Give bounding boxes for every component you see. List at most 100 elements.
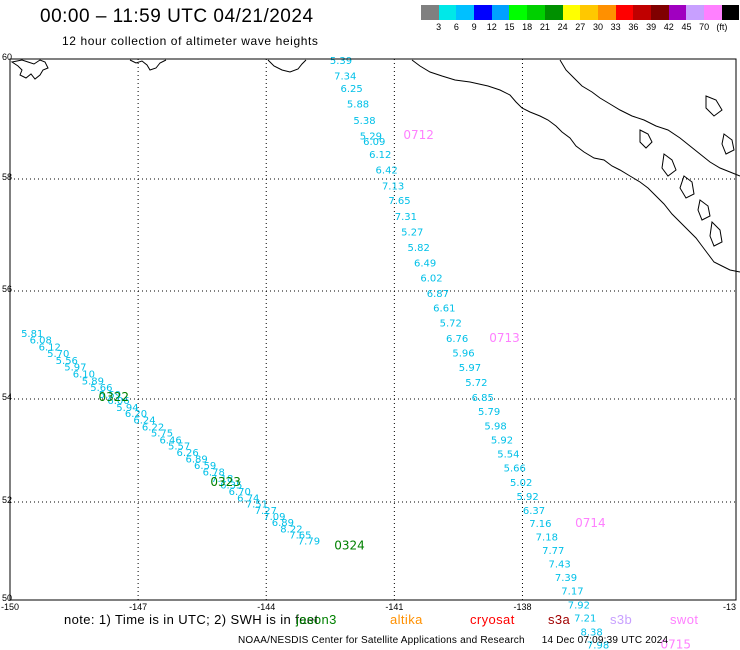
satellite-key-s3a: s3a bbox=[548, 612, 571, 627]
wave-height-legend: 3 6 9 12 15 18 21 24 27 30 33 36 39 42 45 70 (ft) bbox=[421, 5, 740, 34]
wave-height-value: 5.70 bbox=[47, 349, 69, 360]
wave-height-value: 6.74 bbox=[237, 493, 259, 504]
legend-swatch bbox=[686, 5, 704, 20]
legend-swatch bbox=[544, 5, 563, 20]
satellite-key-s3b: s3b bbox=[610, 612, 633, 627]
lat-label: 60 bbox=[2, 52, 12, 62]
lon-label: -147 bbox=[129, 602, 147, 612]
wave-height-value: 6.76 bbox=[446, 334, 468, 345]
lat-label: 56 bbox=[2, 284, 12, 294]
wave-height-value: 6.89 bbox=[185, 454, 207, 465]
coastline bbox=[10, 59, 740, 273]
legend-label: 36 bbox=[628, 22, 639, 32]
island-2 bbox=[661, 153, 677, 177]
wave-height-value: 6.06 bbox=[107, 396, 129, 407]
wave-height-value: 7.79 bbox=[298, 537, 320, 548]
wave-height-value: 5.81 bbox=[21, 329, 43, 340]
wave-height-value: 5.27 bbox=[401, 228, 423, 239]
legend-swatch bbox=[509, 5, 528, 20]
legend-swatch bbox=[704, 5, 722, 20]
legend-swatch bbox=[615, 5, 634, 20]
time-label: 0324 bbox=[334, 539, 365, 553]
wave-height-value: 7.16 bbox=[529, 519, 551, 530]
wave-height-value: 5.72 bbox=[465, 378, 487, 389]
legend-label: 15 bbox=[504, 22, 515, 32]
wave-height-value: 6.24 bbox=[133, 416, 155, 427]
legend-swatch bbox=[438, 5, 457, 20]
legend-label: 3 bbox=[436, 22, 442, 32]
island-5 bbox=[709, 220, 723, 247]
legend-swatch bbox=[456, 5, 475, 20]
wave-height-value: 7.13 bbox=[382, 182, 404, 193]
legend-swatch bbox=[562, 5, 581, 20]
wave-height-value: 7.39 bbox=[555, 573, 577, 584]
lat-label: 50 bbox=[2, 593, 12, 603]
time-label: 0714 bbox=[575, 516, 606, 530]
wave-height-value: 6.70 bbox=[229, 487, 251, 498]
latitude-labels: 60 58 56 54 52 50 bbox=[2, 52, 12, 603]
satellite-key-altika: altika bbox=[390, 612, 423, 627]
wave-height-value: 5.79 bbox=[478, 407, 500, 418]
wave-height-value: 6.25 bbox=[341, 84, 363, 95]
legend-label: 24 bbox=[557, 22, 568, 32]
wave-height-value: 6.26 bbox=[177, 448, 199, 459]
kenai-coast-fragment bbox=[129, 59, 167, 71]
legend-swatch bbox=[527, 5, 545, 20]
legend-swatch bbox=[491, 5, 510, 20]
longitude-labels: -150 -147 -144 -141 -138 -13 bbox=[1, 602, 736, 612]
wave-height-value: 5.02 bbox=[510, 478, 532, 489]
wave-height-value: 5.89 bbox=[82, 376, 104, 387]
wave-height-value: 7.43 bbox=[548, 560, 570, 571]
wave-height-value: 5.97 bbox=[459, 363, 481, 374]
legend-swatch bbox=[633, 5, 651, 20]
wave-height-value: 5.92 bbox=[491, 435, 513, 446]
wave-height-value: 7.31 bbox=[395, 212, 417, 223]
time-labels: 0322 0323 0324 0712 0713 0714 0715 bbox=[99, 128, 692, 650]
wave-height-value: 5.88 bbox=[347, 100, 369, 111]
island-6 bbox=[705, 95, 723, 117]
wave-height-value: 6.42 bbox=[376, 166, 398, 177]
track-points: 5.816.086.125.705.565.976.105.895.665.59… bbox=[21, 56, 609, 650]
lat-label: 58 bbox=[2, 172, 12, 182]
lon-label: -150 bbox=[1, 602, 19, 612]
time-label: 0713 bbox=[489, 331, 520, 345]
wave-height-value: 6.78 bbox=[203, 468, 225, 479]
legend-label: 27 bbox=[575, 22, 586, 32]
lon-label: -138 bbox=[513, 602, 531, 612]
wave-height-value: 6.20 bbox=[125, 409, 147, 420]
legend-label: 39 bbox=[646, 22, 657, 32]
wave-height-value: 5.66 bbox=[504, 464, 526, 475]
wave-height-value: 7.34 bbox=[334, 71, 356, 82]
wave-height-value: 5.72 bbox=[440, 319, 462, 330]
wave-height-value: 6.02 bbox=[420, 273, 442, 284]
island-4 bbox=[697, 199, 711, 221]
legend-label: 12 bbox=[486, 22, 497, 32]
legend-label: 6 bbox=[453, 22, 459, 32]
alaska-gulf-coast bbox=[411, 59, 740, 273]
legend-label: 42 bbox=[663, 22, 674, 32]
wave-height-value: 5.97 bbox=[64, 362, 86, 373]
wave-height-value: 6.12 bbox=[369, 150, 391, 161]
footer: NOAA/NESDIS Center for Satellite Applica… bbox=[238, 635, 682, 646]
lat-label: 52 bbox=[2, 495, 12, 505]
wave-height-value: 5.94 bbox=[116, 403, 138, 414]
wave-height-value: 5.57 bbox=[168, 441, 190, 452]
wave-height-value: 7.65 bbox=[289, 530, 311, 541]
wave-height-value: 7.92 bbox=[568, 600, 590, 611]
notes-text: note: 1) Time is in UTC; 2) SWH is in fe… bbox=[64, 612, 319, 627]
wave-height-value: 5.98 bbox=[484, 421, 506, 432]
legend-label: 18 bbox=[522, 22, 533, 32]
legend-swatch bbox=[668, 5, 687, 20]
wave-height-value: 6.37 bbox=[523, 506, 545, 517]
wave-height-value: 5.59 bbox=[99, 390, 121, 401]
legend-swatch bbox=[580, 5, 598, 20]
wave-height-value: 6.49 bbox=[414, 258, 436, 269]
wave-height-value: 6.59 bbox=[194, 461, 216, 472]
satellite-key-cryosat: cryosat bbox=[470, 612, 515, 627]
lon-label: -144 bbox=[257, 602, 275, 612]
legend-swatch bbox=[474, 5, 492, 20]
time-label: 0323 bbox=[210, 475, 241, 489]
wave-height-value: 6.09 bbox=[363, 137, 385, 148]
footer-timestamp: 14 Dec 07:09:39 UTC 2024 bbox=[541, 635, 669, 646]
